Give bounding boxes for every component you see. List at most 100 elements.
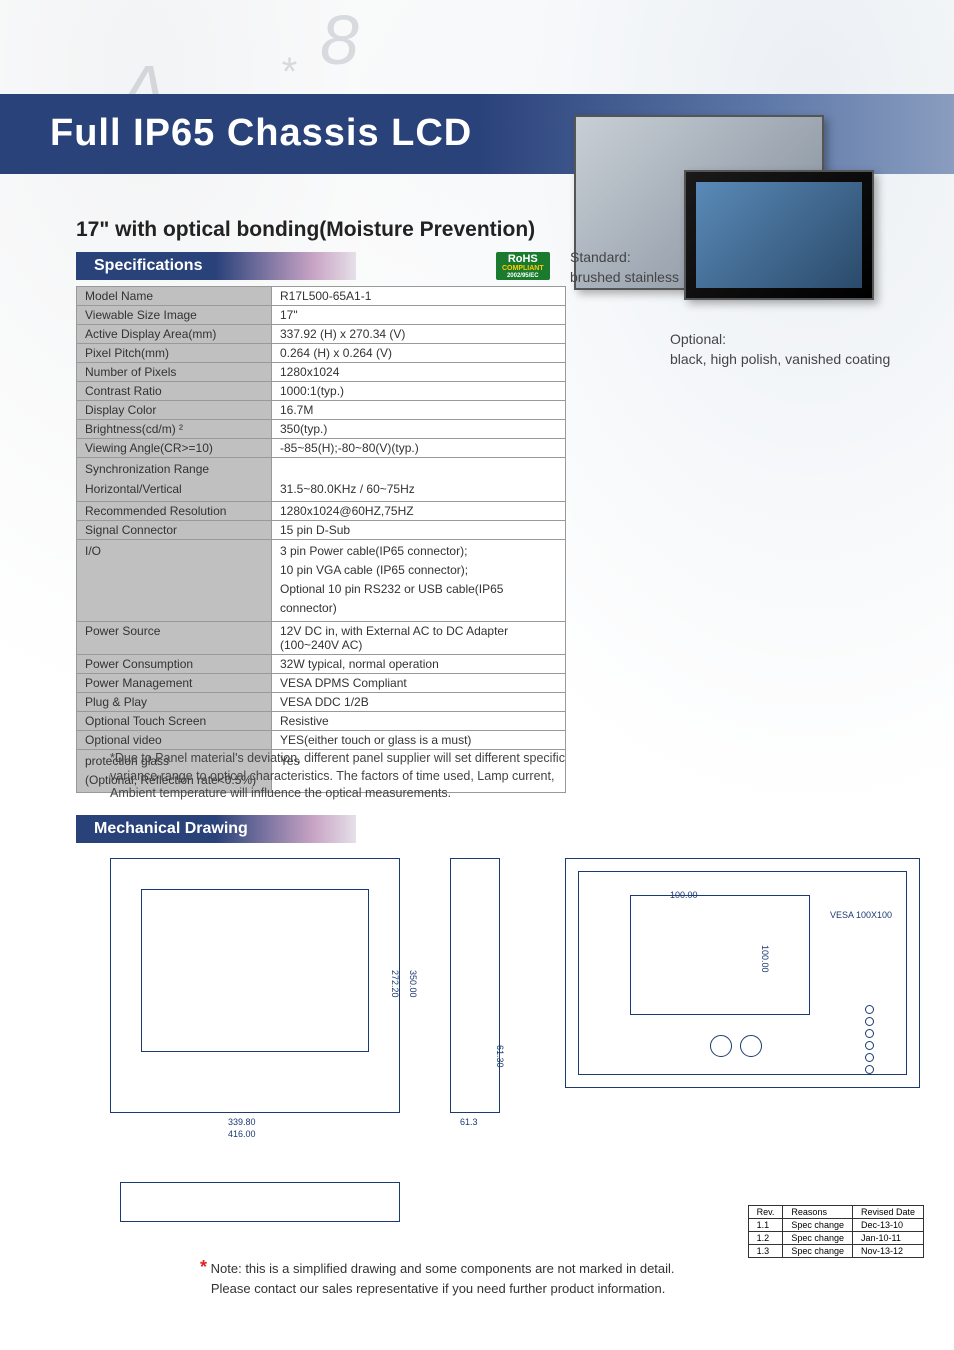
spec-value: R17L500-65A1-1 xyxy=(272,287,566,306)
mechanical-section: Mechanical Drawing xyxy=(76,815,356,843)
table-row: Brightness(cd/m) ²350(typ.) xyxy=(77,420,566,439)
table-row: 1.2Spec changeJan-10-11 xyxy=(748,1232,923,1245)
spec-value: 1280x1024@60HZ,75HZ xyxy=(272,501,566,520)
spec-label: Recommended Resolution xyxy=(77,501,272,520)
spec-value: Resistive xyxy=(272,711,566,730)
table-row: Display Color16.7M xyxy=(77,401,566,420)
spec-label: Contrast Ratio xyxy=(77,382,272,401)
spec-label: Optional Touch Screen xyxy=(77,711,272,730)
table-row: Viewable Size Image17" xyxy=(77,306,566,325)
spec-value: VESA DDC 1/2B xyxy=(272,692,566,711)
specifications-section: Specifications RoHS COMPLIANT 2002/95/EC… xyxy=(76,252,566,793)
note-line1: Note: this is a simplified drawing and s… xyxy=(211,1261,675,1276)
spec-value: 32W typical, normal operation xyxy=(272,654,566,673)
caption-optional-label: Optional: xyxy=(670,331,726,347)
table-row: Active Display Area(mm)337.92 (H) x 270.… xyxy=(77,325,566,344)
spec-value: 350(typ.) xyxy=(272,420,566,439)
spec-label: Brightness(cd/m) ² xyxy=(77,420,272,439)
spec-value: 3 pin Power cable(IP65 connector);10 pin… xyxy=(272,539,566,621)
spec-value: 0.264 (H) x 0.264 (V) xyxy=(272,344,566,363)
spec-label: Synchronization RangeHorizontal/Vertical xyxy=(77,458,272,501)
spec-value: -85~85(H);-80~80(V)(typ.) xyxy=(272,439,566,458)
watermark-char: 8 xyxy=(320,0,359,80)
rev-header-cell: Rev. xyxy=(748,1206,783,1219)
rev-cell: 1.1 xyxy=(748,1219,783,1232)
spec-value: 17" xyxy=(272,306,566,325)
spec-label: Signal Connector xyxy=(77,520,272,539)
caption-optional-text: black, high polish, vanished coating xyxy=(670,351,890,367)
spec-value: 1000:1(typ.) xyxy=(272,382,566,401)
spec-value: YES(either touch or glass is a must) xyxy=(272,730,566,749)
spec-label: Power Consumption xyxy=(77,654,272,673)
rohs-badge: RoHS COMPLIANT 2002/95/EC xyxy=(496,252,550,280)
spec-label: Viewing Angle(CR>=10) xyxy=(77,439,272,458)
spec-label: Active Display Area(mm) xyxy=(77,325,272,344)
vesa-h: 100.00 xyxy=(670,890,698,900)
rev-cell: Dec-13-10 xyxy=(852,1219,923,1232)
spec-footnote: *Due to Panel material's deviation, diff… xyxy=(110,750,750,803)
caption-standard: Standard: brushed stainless xyxy=(570,248,679,287)
table-row: Power ManagementVESA DPMS Compliant xyxy=(77,673,566,692)
star-icon: * xyxy=(200,1257,207,1277)
rev-header-cell: Revised Date xyxy=(852,1206,923,1219)
table-row: Pixel Pitch(mm)0.264 (H) x 0.264 (V) xyxy=(77,344,566,363)
specifications-table: Model NameR17L500-65A1-1Viewable Size Im… xyxy=(76,286,566,793)
dim-height-outer: 350.00 xyxy=(408,970,418,998)
rear-connector-circles xyxy=(710,1035,762,1057)
spec-value: 337.92 (H) x 270.34 (V) xyxy=(272,325,566,344)
table-header-row: Rev.ReasonsRevised Date xyxy=(748,1206,923,1219)
rev-header-cell: Reasons xyxy=(783,1206,853,1219)
rev-cell: Jan-10-11 xyxy=(852,1232,923,1245)
table-row: 1.1Spec changeDec-13-10 xyxy=(748,1219,923,1232)
rohs-code: 2002/95/EC xyxy=(502,273,544,280)
table-row: Viewing Angle(CR>=10)-85~85(H);-80~80(V)… xyxy=(77,439,566,458)
spec-label: Plug & Play xyxy=(77,692,272,711)
spec-value: 1280x1024 xyxy=(272,363,566,382)
table-row: Plug & PlayVESA DDC 1/2B xyxy=(77,692,566,711)
table-row: Power Source12V DC in, with External AC … xyxy=(77,621,566,654)
subtitle: 17" with optical bonding(Moisture Preven… xyxy=(76,218,535,242)
watermark-char: * xyxy=(280,50,296,95)
table-row: Model NameR17L500-65A1-1 xyxy=(77,287,566,306)
rev-cell: Spec change xyxy=(783,1219,853,1232)
table-row: Recommended Resolution1280x1024@60HZ,75H… xyxy=(77,501,566,520)
spec-value: 31.5~80.0KHz / 60~75Hz xyxy=(272,458,566,501)
spec-label: Optional video xyxy=(77,730,272,749)
revision-table: Rev.ReasonsRevised Date1.1Spec changeDec… xyxy=(748,1205,924,1258)
drawing-side-view xyxy=(450,858,500,1113)
caption-standard-label: Standard: xyxy=(570,249,631,265)
table-row: Optional Touch ScreenResistive xyxy=(77,711,566,730)
footer-note: * Note: this is a simplified drawing and… xyxy=(200,1255,840,1298)
side-connector-icon: 61.30 xyxy=(495,1045,505,1068)
spec-label: Pixel Pitch(mm) xyxy=(77,344,272,363)
rohs-sub: COMPLIANT xyxy=(502,265,544,273)
table-row: Synchronization RangeHorizontal/Vertical… xyxy=(77,458,566,501)
caption-standard-text: brushed stainless xyxy=(570,269,679,285)
spec-value: VESA DPMS Compliant xyxy=(272,673,566,692)
spec-label: I/O xyxy=(77,539,272,621)
rev-cell: Spec change xyxy=(783,1232,853,1245)
mechanical-drawing: 339.80 416.00 272.20 350.00 61.3 61.30 V… xyxy=(110,855,920,1225)
note-line2: Please contact our sales representative … xyxy=(211,1281,666,1296)
vesa-mount-outline xyxy=(630,895,810,1015)
dim-height-inner: 272.20 xyxy=(390,970,400,998)
spec-value: 12V DC in, with External AC to DC Adapte… xyxy=(272,621,566,654)
spec-label: Power Management xyxy=(77,673,272,692)
spec-label: Model Name xyxy=(77,287,272,306)
table-row: Signal Connector15 pin D-Sub xyxy=(77,520,566,539)
table-row: Optional videoYES(either touch or glass … xyxy=(77,730,566,749)
drawing-front-view xyxy=(110,858,400,1113)
spec-label: Number of Pixels xyxy=(77,363,272,382)
spec-value: 15 pin D-Sub xyxy=(272,520,566,539)
rear-button-circles xyxy=(865,1005,874,1074)
table-row: Power Consumption32W typical, normal ope… xyxy=(77,654,566,673)
spec-label: Viewable Size Image xyxy=(77,306,272,325)
rohs-main: RoHS xyxy=(508,253,538,265)
dim-width-inner: 339.80 xyxy=(228,1117,256,1127)
dim-depth: 61.3 xyxy=(460,1117,478,1127)
table-row: Number of Pixels1280x1024 xyxy=(77,363,566,382)
vesa-label: VESA 100X100 xyxy=(830,910,892,920)
rev-cell: Nov-13-12 xyxy=(852,1245,923,1258)
table-row: I/O3 pin Power cable(IP65 connector);10 … xyxy=(77,539,566,621)
specifications-header: Specifications xyxy=(76,252,356,280)
